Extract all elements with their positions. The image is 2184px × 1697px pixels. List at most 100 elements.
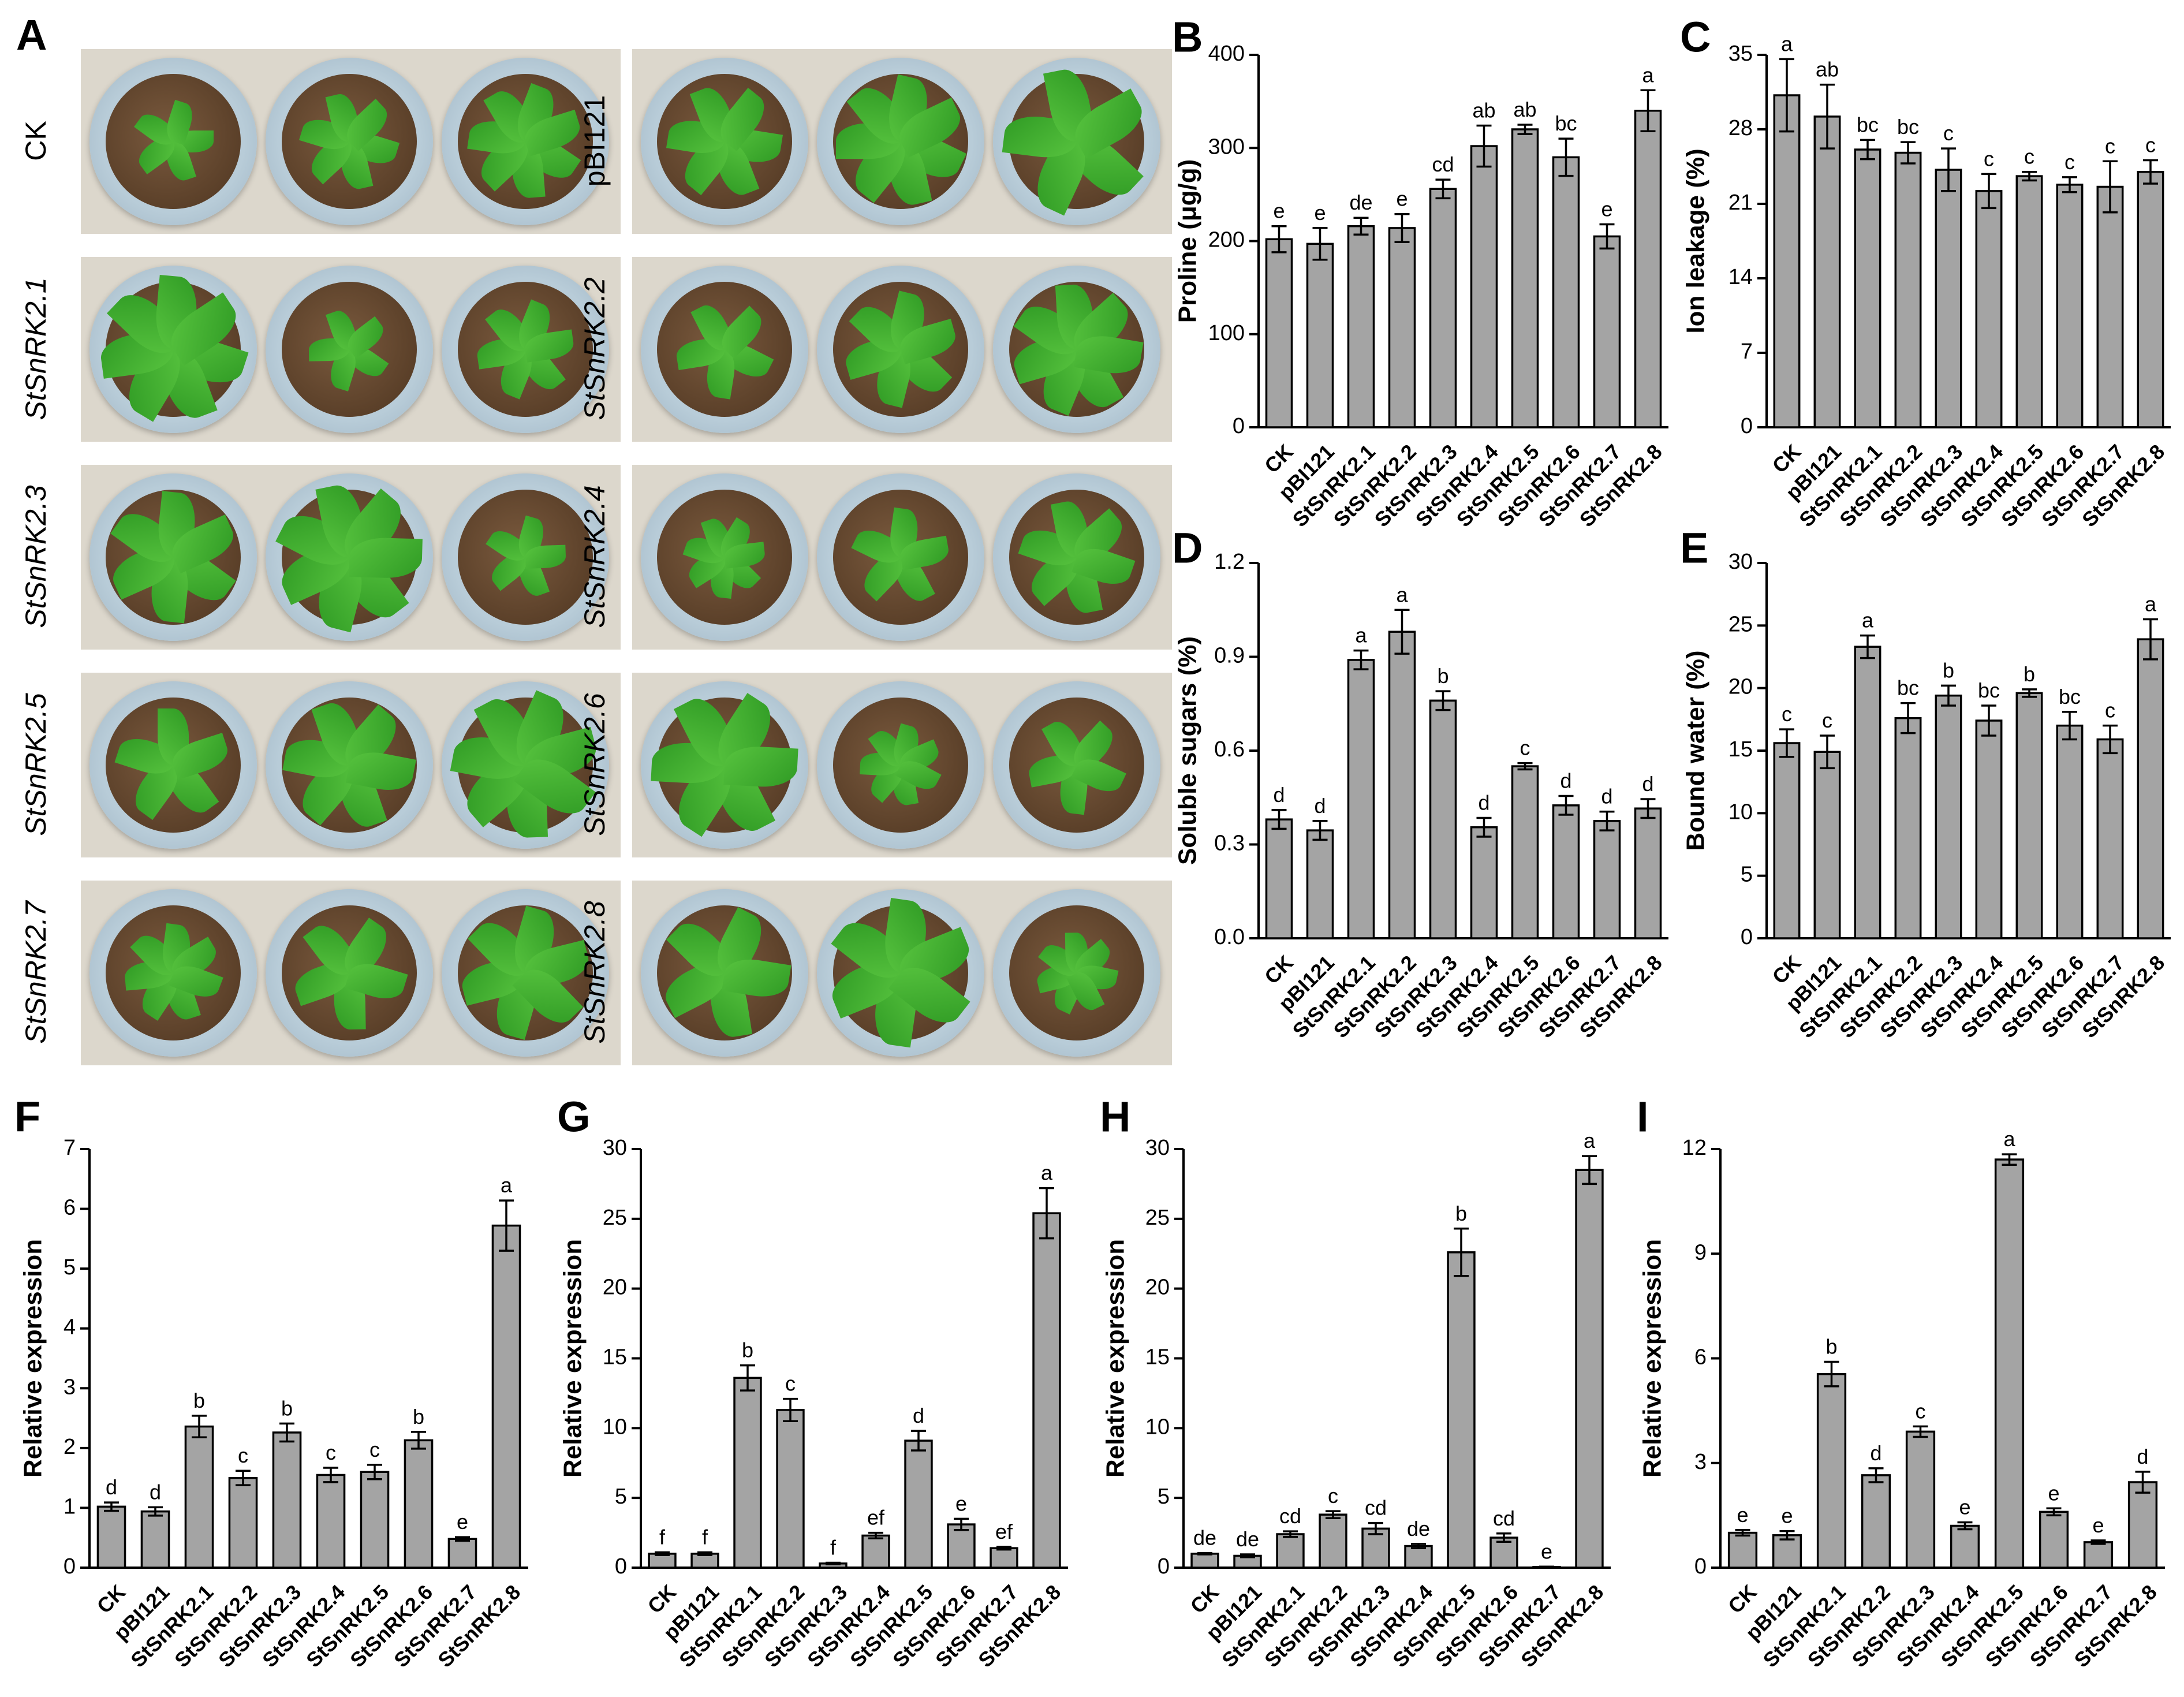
significance-label: de bbox=[1407, 1517, 1430, 1541]
significance-label: de bbox=[1193, 1526, 1216, 1550]
y-tick-label: 1.2 bbox=[1214, 550, 1245, 574]
significance-label: bc bbox=[1555, 111, 1577, 135]
significance-label: a bbox=[501, 1173, 513, 1197]
significance-label: b bbox=[2024, 662, 2035, 686]
pot bbox=[89, 681, 257, 849]
bar bbox=[1773, 742, 1801, 939]
significance-label: a bbox=[1642, 63, 1654, 87]
significance-label: d bbox=[2137, 1445, 2148, 1468]
significance-label: c bbox=[2105, 134, 2115, 158]
photo-panel-a: A CK pBI121 StSnRK2.1 StSnRK2.2 StSnRK2.3 StS… bbox=[0, 0, 1172, 1068]
y-tick-label: 30 bbox=[1728, 550, 1753, 574]
y-tick-label: 200 bbox=[1208, 228, 1245, 252]
significance-label: cd bbox=[1493, 1506, 1515, 1530]
bar bbox=[1935, 169, 1962, 428]
significance-label: b bbox=[193, 1389, 205, 1412]
pot bbox=[993, 473, 1160, 641]
significance-label: bc bbox=[1897, 676, 1919, 700]
y-tick-label: 0 bbox=[1694, 1554, 1707, 1579]
y-tick-label: 0 bbox=[1233, 414, 1245, 438]
bar bbox=[316, 1474, 346, 1569]
bar bbox=[1861, 1474, 1891, 1569]
y-tick-label: 15 bbox=[1145, 1345, 1170, 1370]
bar bbox=[2039, 1510, 2069, 1569]
photo-cell bbox=[632, 465, 1172, 650]
significance-label: e bbox=[1959, 1495, 1970, 1519]
significance-label: d bbox=[913, 1404, 924, 1427]
y-axis-label: Relative expression bbox=[1638, 1239, 1667, 1478]
bar bbox=[96, 1505, 126, 1569]
significance-label: c bbox=[2145, 133, 2156, 156]
bar bbox=[1511, 128, 1539, 428]
y-tick-label: 0 bbox=[1741, 414, 1753, 438]
bar bbox=[1634, 807, 1662, 939]
y-tick-label: 28 bbox=[1728, 116, 1753, 140]
photo-label: CK bbox=[20, 121, 52, 161]
significance-label: ef bbox=[867, 1506, 885, 1530]
y-tick-label: 0 bbox=[64, 1554, 76, 1579]
bar bbox=[2056, 184, 2084, 428]
bar bbox=[404, 1439, 434, 1569]
bar bbox=[1447, 1251, 1476, 1569]
significance-label: a bbox=[1584, 1129, 1596, 1153]
significance-label: e bbox=[1314, 201, 1326, 225]
significance-label: c bbox=[1943, 121, 1954, 145]
significance-label: d bbox=[1601, 785, 1612, 808]
y-axis-label: Relative expression bbox=[559, 1239, 587, 1478]
bar bbox=[990, 1547, 1018, 1569]
pot bbox=[89, 58, 257, 225]
photo-cell bbox=[81, 673, 621, 857]
significance-label: de bbox=[1349, 191, 1372, 214]
bar bbox=[904, 1439, 933, 1569]
y-tick-label: 7 bbox=[1741, 340, 1753, 364]
significance-label: d bbox=[1273, 783, 1285, 807]
bar bbox=[1032, 1212, 1061, 1569]
photo-cell bbox=[632, 881, 1172, 1065]
significance-label: d bbox=[1478, 790, 1489, 814]
y-tick-label: 20 bbox=[603, 1275, 627, 1300]
bar bbox=[2015, 692, 2043, 939]
significance-label: f bbox=[659, 1525, 666, 1549]
photo-label: StSnRK2.3 bbox=[20, 485, 52, 628]
bar bbox=[1813, 751, 1841, 939]
pot bbox=[641, 266, 808, 433]
x-tick-label: CK bbox=[1723, 1580, 1761, 1618]
bar bbox=[2083, 1541, 2114, 1569]
y-tick-label: 20 bbox=[1145, 1275, 1170, 1300]
significance-label: c bbox=[1782, 702, 1792, 726]
significance-label: e bbox=[1781, 1504, 1793, 1528]
photo-cell bbox=[632, 257, 1172, 442]
y-tick-label: 5 bbox=[615, 1485, 627, 1509]
significance-label: a bbox=[2145, 592, 2157, 616]
bar bbox=[228, 1476, 258, 1569]
significance-label: e bbox=[1396, 187, 1408, 211]
pot bbox=[817, 889, 984, 1057]
pot bbox=[641, 58, 808, 225]
bar bbox=[776, 1409, 805, 1569]
y-tick-label: 0.0 bbox=[1214, 925, 1245, 949]
y-tick-label: 0 bbox=[615, 1554, 627, 1579]
bar bbox=[1347, 225, 1375, 428]
significance-label: c bbox=[369, 1438, 380, 1461]
bar bbox=[1388, 227, 1416, 428]
pot bbox=[641, 681, 808, 849]
panel-letter: C bbox=[1680, 13, 1711, 61]
y-tick-label: 9 bbox=[1694, 1240, 1707, 1265]
bar bbox=[2137, 638, 2164, 939]
bar bbox=[1575, 1169, 1604, 1569]
significance-label: e bbox=[2092, 1513, 2104, 1537]
bar bbox=[447, 1538, 477, 1569]
y-axis-label: Soluble sugars (%) bbox=[1174, 636, 1202, 865]
pot bbox=[993, 266, 1160, 433]
significance-label: c bbox=[326, 1441, 336, 1464]
y-tick-label: 30 bbox=[603, 1136, 627, 1160]
bar bbox=[1404, 1545, 1433, 1569]
significance-label: b bbox=[1825, 1335, 1837, 1359]
y-tick-label: 6 bbox=[64, 1196, 76, 1220]
pot bbox=[266, 266, 433, 433]
bar bbox=[1265, 238, 1293, 428]
